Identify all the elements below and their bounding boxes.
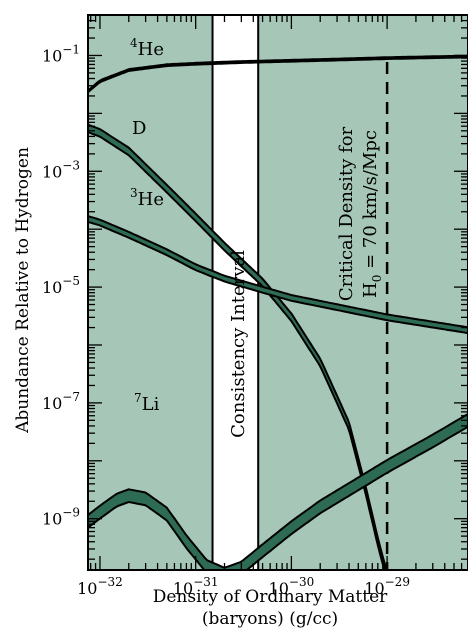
y-tick-label: 10−5 [42,274,80,297]
series-label-d: D [132,118,146,139]
x-tick-label: 10−30 [269,575,315,598]
band-7li [88,413,468,570]
series-label-7li: 7Li [134,391,160,415]
x-tick-label: 10−29 [364,575,410,598]
x-axis-label-line1: Density of Ordinary Matter [153,587,388,607]
band-4he [88,54,468,94]
band-d [88,123,388,570]
x-tick-label: 10−32 [77,575,123,598]
y-tick-label: 10−3 [42,158,80,181]
band-3he [88,215,468,335]
series-label-4he: 4He [130,36,164,60]
x-tick-label: 10−31 [173,575,219,598]
y-tick-label: 10−1 [42,42,80,65]
series-label-3he: 3He [130,186,164,210]
consistency-interval-label: Consistency Interval [228,250,249,438]
critical-density-label-line1: Critical Density for [336,126,357,301]
y-tick-label: 10−7 [42,390,80,413]
y-tick-label: 10−9 [42,506,80,529]
x-axis-label-line2: (baryons) (g/cc) [202,609,338,629]
y-axis-label: Abundance Relative to Hydrogen [13,147,33,434]
critical-density-label-line2: H0 = 70 km/s/Mpc [360,130,384,298]
consistency-interval-band [211,14,260,571]
